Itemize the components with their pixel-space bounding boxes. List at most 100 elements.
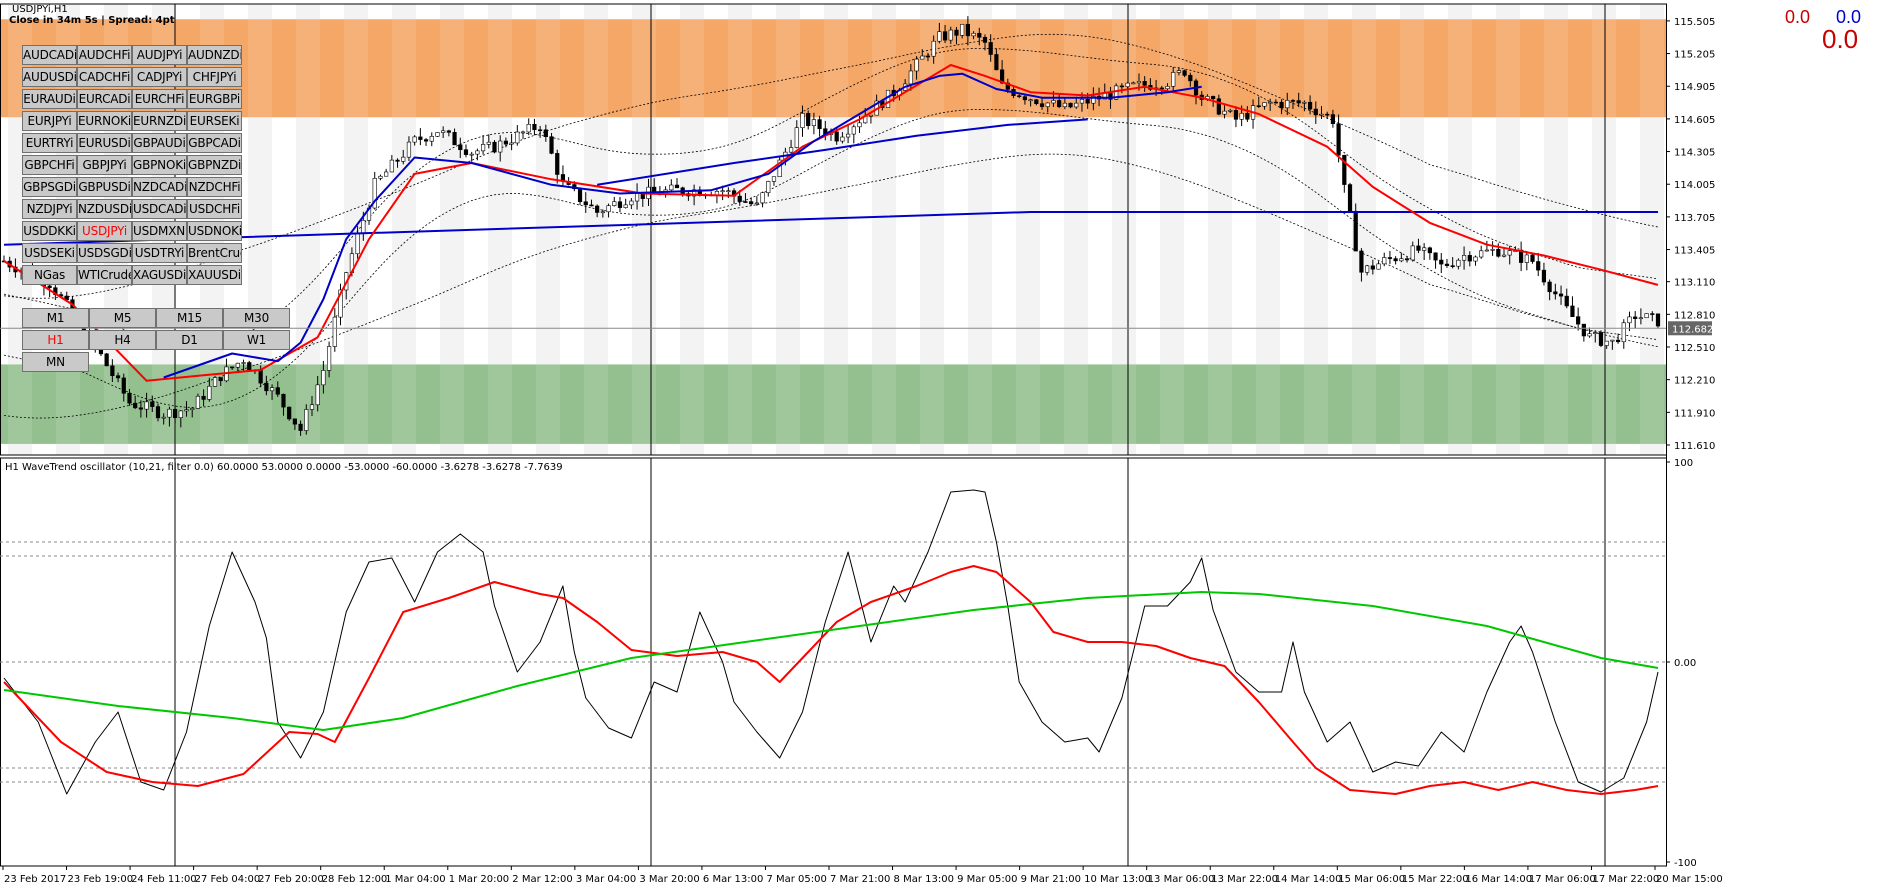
symbol-button-eurtryi[interactable]: EURTRYi [22,133,77,153]
symbol-button-eurnzdi[interactable]: EURNZDi [132,111,187,131]
candle-body [817,119,822,130]
candle-body [1307,101,1313,110]
symbol-button-cadjpyi[interactable]: CADJPYi [132,67,187,87]
symbol-button-usdjpyi[interactable]: USDJPYi [77,221,132,241]
candle-body [965,23,970,37]
symbol-button-usdchfi[interactable]: USDCHFi [187,199,242,219]
timeframe-button-m5[interactable]: M5 [89,308,156,328]
symbol-button-xauusdi[interactable]: XAUUSDi [187,265,242,285]
timeframe-button-h1[interactable]: H1 [22,330,89,350]
candle-body [1239,112,1244,120]
candle-body [589,204,594,207]
symbol-button-gbpchfi[interactable]: GBPCHFi [22,155,77,175]
time-tick-label: 7 Mar 21:00 [830,874,890,885]
symbol-button-usdsgdi[interactable]: USDSGDi [77,243,132,263]
symbol-button-usdseki[interactable]: USDSEKi [22,243,77,263]
candle-body [418,136,423,140]
symbol-button-usdtryi[interactable]: USDTRYi [132,243,187,263]
symbol-button-eurchfi[interactable]: EURCHFi [132,89,187,109]
candle-body [532,123,537,131]
candle-body [155,406,161,419]
candle-body [555,153,560,175]
candle-body [509,142,514,145]
time-tick-label: 1 Mar 20:00 [449,874,509,885]
symbol-button-audusdi[interactable]: AUDUSDi [22,67,77,87]
candle-body [218,377,223,382]
candle-body [692,189,697,197]
timeframe-button-m15[interactable]: M15 [156,308,223,328]
symbol-button-ngas[interactable]: NGas [22,265,77,285]
symbol-button-eurnoki[interactable]: EURNOKi [77,111,132,131]
candle-body [1593,332,1598,334]
time-tick-label: 1 Mar 04:00 [385,874,445,885]
candle-body [908,70,913,85]
inner-lower-envelope [3,108,1659,408]
symbol-button-cadchfi[interactable]: CADCHFi [77,67,132,87]
candle-body [1028,99,1033,102]
candle-body [463,149,469,155]
candle-body [1393,258,1398,262]
symbol-button-audcadi[interactable]: AUDCADi [22,45,77,65]
symbol-button-usdcadi[interactable]: USDCADi [132,199,187,219]
symbol-button-audnzdi[interactable]: AUDNZDi [187,45,242,65]
symbol-button-gbpcadi[interactable]: GBPCADi [187,133,242,153]
timeframe-button-m1[interactable]: M1 [22,308,89,328]
symbol-button-euraudi[interactable]: EURAUDi [22,89,77,109]
candle-body [1142,81,1147,86]
candle-body [47,285,52,289]
symbol-button-usddkki[interactable]: USDDKKi [22,221,77,241]
symbol-button-gbpaudi[interactable]: GBPAUDi [132,133,187,153]
candle-body [110,365,115,376]
candle-body [920,55,925,60]
symbol-button-nzdusdi[interactable]: NZDUSDi [77,199,132,219]
symbol-button-brentcrude[interactable]: BrentCrude [187,243,242,263]
candle-body [190,408,195,410]
chart-title: USDJPYi,H1 [12,4,68,15]
symbol-button-eurusdi[interactable]: EURUSDi [77,133,132,153]
symbol-button-eurgbpi[interactable]: EURGBPi [187,89,242,109]
symbol-button-xagusdi[interactable]: XAGUSDi [132,265,187,285]
symbol-button-chfjpyi[interactable]: CHFJPYi [187,67,242,87]
symbol-button-eurcadi[interactable]: EURCADi [77,89,132,109]
candle-body [1342,154,1347,185]
symbol-button-audjpyi[interactable]: AUDJPYi [132,45,187,65]
timeframe-button-mn[interactable]: MN [22,352,89,372]
candle-body [948,29,953,41]
supply-zone [0,19,1666,118]
symbol-button-nzdcadi[interactable]: NZDCADi [132,177,187,197]
timeframe-button-d1[interactable]: D1 [156,330,223,350]
candle-body [1547,281,1552,293]
candle-body [338,289,343,318]
time-tick-label: 3 Mar 20:00 [639,874,699,885]
candle-body [1615,339,1621,343]
symbol-button-gbpusdi[interactable]: GBPUSDi [77,177,132,197]
candle-body [749,201,754,205]
candle-body [503,140,509,145]
symbol-button-audchfi[interactable]: AUDCHFi [77,45,132,65]
symbol-button-gbpnzdi[interactable]: GBPNZDi [187,155,242,175]
candle-body [1490,249,1495,251]
candle-body [167,408,172,418]
candle-body [1604,340,1609,346]
symbol-button-nzdchfi[interactable]: NZDCHFi [187,177,242,197]
symbol-button-usdmxni[interactable]: USDMXNi [132,221,187,241]
candle-body [1484,249,1489,252]
symbol-button-wticrude[interactable]: WTICrude [77,265,132,285]
timeframe-button-h4[interactable]: H4 [89,330,156,350]
symbol-button-nzdjpyi[interactable]: NZDJPYi [22,199,77,219]
timeframe-button-m30[interactable]: M30 [223,308,290,328]
candle-body [1467,255,1472,262]
candle-body [1496,249,1501,257]
symbol-button-gbpjpyi[interactable]: GBPJPYi [77,155,132,175]
price-tick-label: 113.405 [1674,246,1715,257]
symbol-button-eurseki[interactable]: EURSEKi [187,111,242,131]
candle-body [304,409,309,431]
price-tick-label: 111.610 [1674,441,1715,452]
symbol-button-usdnoki[interactable]: USDNOKi [187,221,242,241]
symbol-button-gbpnoki[interactable]: GBPNOKi [132,155,187,175]
candle-body [275,387,280,395]
timeframe-button-w1[interactable]: W1 [223,330,290,350]
symbol-button-eurjpyi[interactable]: EURJPYi [22,111,77,131]
grid-stripe-overlay [1640,4,1664,455]
symbol-button-gbpsgdi[interactable]: GBPSGDi [22,177,77,197]
